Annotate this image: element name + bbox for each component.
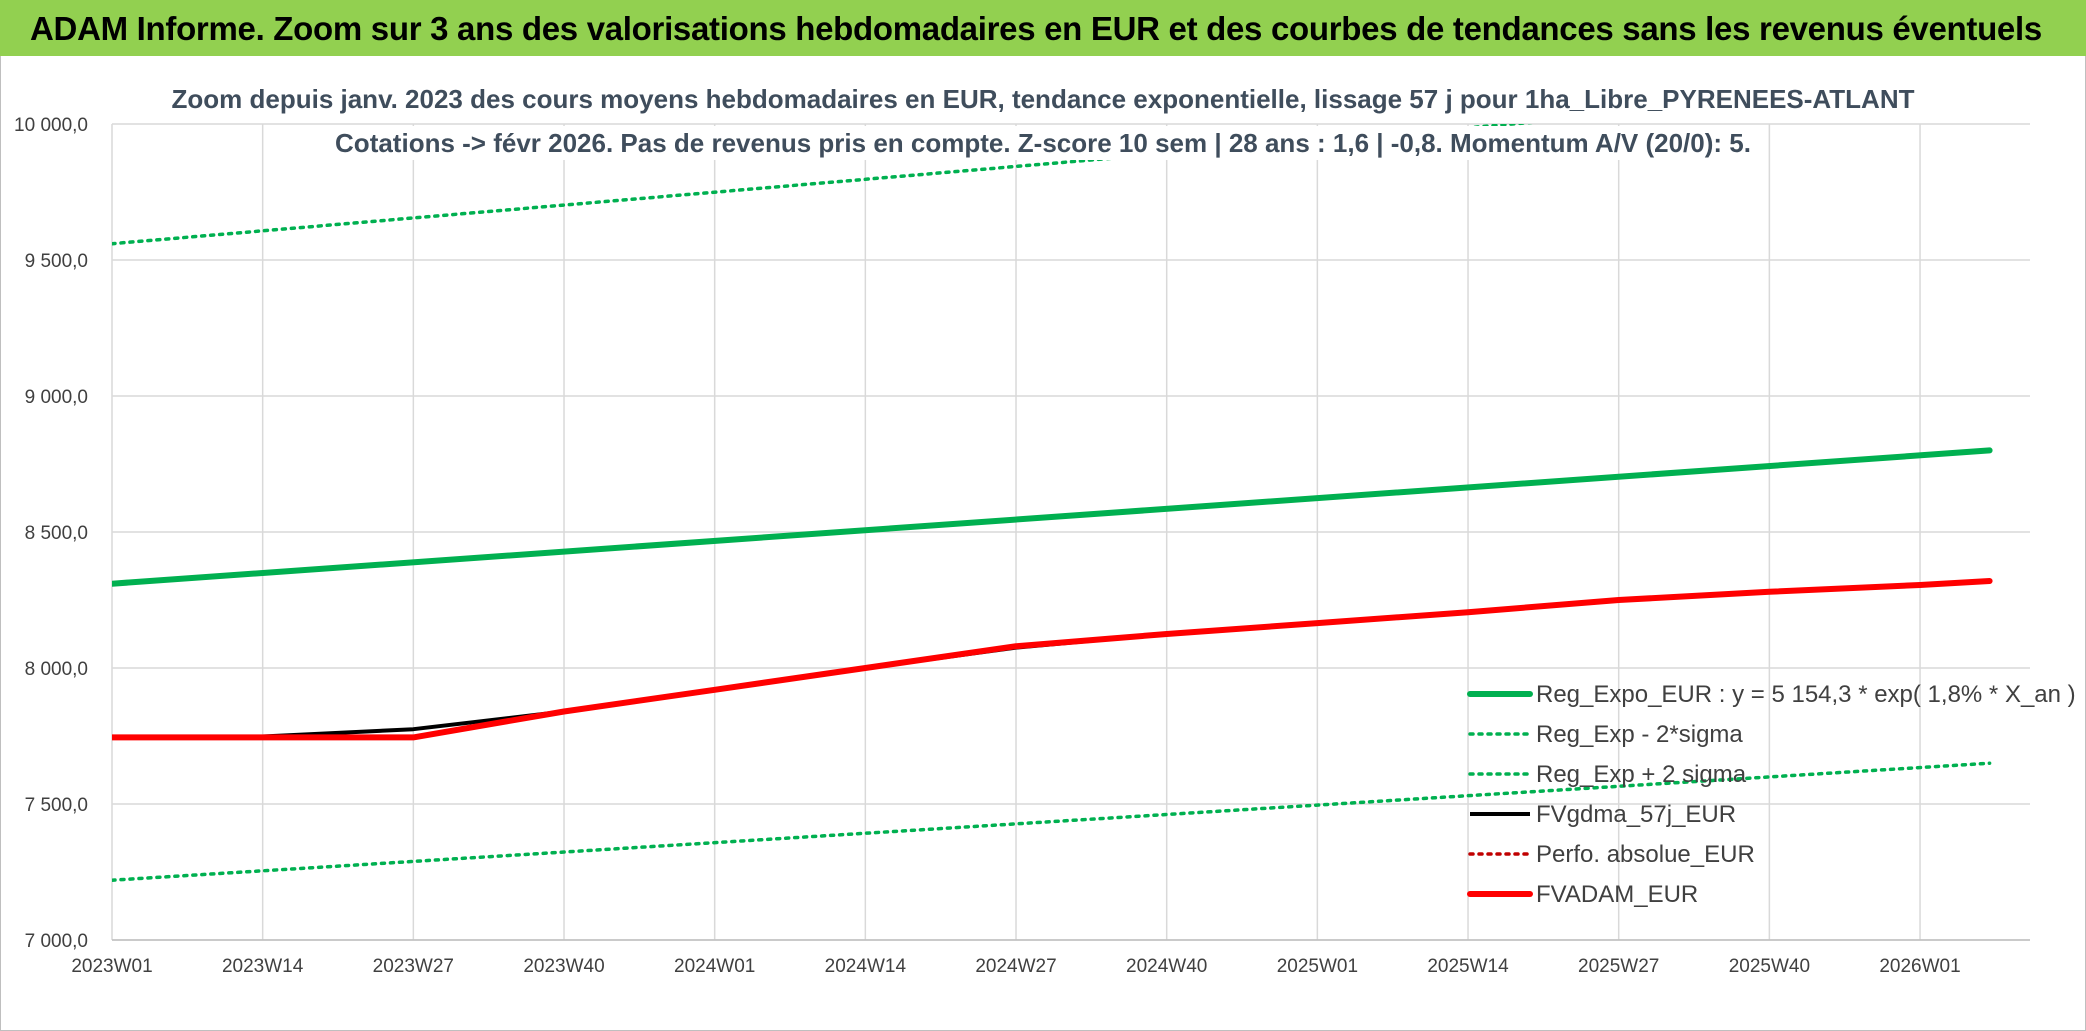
- legend: Reg_Expo_EUR : y = 5 154,3 * exp( 1,8% *…: [1467, 681, 2076, 908]
- series-line-reg-expo-eur: [112, 447, 1993, 587]
- title-background: [163, 82, 1923, 116]
- chart-subtitle: Cotations -> févr 2026. Pas de revenus p…: [335, 128, 1751, 158]
- x-tick-label: 2024W40: [1126, 956, 1207, 977]
- legend-label: Reg_Exp + 2 sigma: [1536, 761, 1747, 788]
- series: [112, 124, 1993, 882]
- x-tick-label: 2023W14: [222, 956, 304, 977]
- x-tick-label: 2025W14: [1427, 956, 1509, 977]
- legend-label: Reg_Expo_EUR : y = 5 154,3 * exp( 1,8% *…: [1536, 681, 2076, 708]
- title-background: [327, 126, 1759, 160]
- x-tick-label: 2023W40: [523, 956, 604, 977]
- x-tick-label: 2026W01: [1879, 956, 1960, 977]
- grid: [111, 123, 2030, 941]
- header-bar: ADAM Informe. Zoom sur 3 ans des valoris…: [0, 0, 2086, 56]
- series-line-reg-exp: [112, 761, 1992, 882]
- y-tick-label: 10 000,0: [14, 115, 88, 136]
- y-tick-label: 7 000,0: [25, 931, 88, 952]
- legend-label: FVgdma_57j_EUR: [1536, 801, 1736, 828]
- x-tick-label: 2023W27: [373, 956, 454, 977]
- legend-label: FVADAM_EUR: [1536, 881, 1698, 908]
- x-tick-label: 2024W14: [825, 956, 907, 977]
- chart-titles: Zoom depuis janv. 2023 des cours moyens …: [163, 82, 1923, 160]
- y-axis-tick-labels: 7 000,0 7 500,0 8 000,0 8 500,0 9 000,0 9 500…: [14, 115, 88, 952]
- y-tick-label: 7 500,0: [25, 795, 88, 816]
- x-tick-label: 2024W27: [975, 956, 1056, 977]
- x-axis-tick-labels: 2023W01 2023W14 2023W27 2023W40 2024W01 2024W…: [71, 956, 1960, 977]
- x-tick-label: 2025W01: [1277, 956, 1358, 977]
- x-tick-label: 2025W27: [1578, 956, 1659, 977]
- chart-title: Zoom depuis janv. 2023 des cours moyens …: [172, 84, 1915, 114]
- y-tick-label: 9 000,0: [25, 387, 88, 408]
- y-tick-label: 8 500,0: [25, 523, 88, 544]
- legend-label: Perfo. absolue_EUR: [1536, 841, 1755, 868]
- x-tick-label: 2025W40: [1729, 956, 1810, 977]
- series-line-fvadam-eur: [112, 578, 1993, 741]
- x-tick-label: 2024W01: [674, 956, 755, 977]
- series-line-reg-exp: [112, 124, 1533, 246]
- legend-label: Reg_Exp - 2*sigma: [1536, 721, 1743, 748]
- y-tick-label: 8 000,0: [25, 659, 88, 680]
- report-title: ADAM Informe. Zoom sur 3 ans des valoris…: [30, 10, 2042, 47]
- x-tick-label: 2023W01: [71, 956, 152, 977]
- y-tick-label: 9 500,0: [25, 251, 88, 272]
